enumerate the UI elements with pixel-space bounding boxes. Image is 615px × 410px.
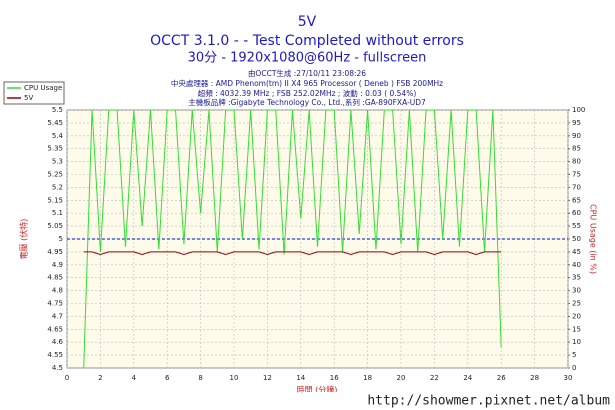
- y-tick-label: 4.8: [52, 287, 63, 295]
- y-axis-label: 電壓 (伏特): [19, 219, 29, 260]
- x-tick-label: 6: [165, 374, 170, 382]
- chart-title: 5V: [298, 14, 317, 30]
- chart-subtitle: OCCT 3.1.0 - - Test Completed without er…: [150, 33, 464, 49]
- info-line: 由OCCT生成 :27/10/11 23:08:26: [248, 68, 366, 78]
- x-tick-label: 18: [363, 374, 372, 382]
- y-tick-label: 4.75: [47, 300, 63, 308]
- info-line: 主機板品牌 :Gigabyte Technology Co., Ltd.,系列 …: [188, 97, 426, 107]
- y2-tick-label: 5: [572, 351, 576, 359]
- x-tick-label: 2: [98, 374, 102, 382]
- y2-tick-label: 85: [572, 145, 581, 153]
- y2-tick-label: 80: [572, 158, 581, 166]
- y2-axis-label: CPU Usage (in %): [589, 204, 598, 274]
- y2-tick-label: 100: [572, 106, 585, 114]
- info-line: 中央處理器 : AMD Phenom(tm) II X4 965 Process…: [171, 78, 443, 88]
- y2-tick-label: 55: [572, 222, 581, 230]
- y-tick-label: 5: [59, 235, 63, 243]
- y-tick-label: 4.85: [47, 274, 63, 282]
- y-tick-label: 4.7: [52, 312, 63, 320]
- y2-tick-label: 90: [572, 132, 581, 140]
- y-tick-label: 5.5: [52, 106, 63, 114]
- watermark-bg: [302, 392, 615, 410]
- x-tick-label: 30: [564, 374, 573, 382]
- x-tick-label: 16: [330, 374, 339, 382]
- x-axis-label: 時間 (分鐘): [297, 385, 338, 395]
- y2-tick-label: 70: [572, 183, 581, 191]
- y2-tick-label: 20: [572, 312, 581, 320]
- x-tick-label: 12: [263, 374, 272, 382]
- x-tick-label: 22: [430, 374, 439, 382]
- x-tick-label: 4: [132, 374, 137, 382]
- y2-tick-label: 10: [572, 338, 581, 346]
- y2-tick-label: 15: [572, 325, 581, 333]
- x-tick-label: 26: [497, 374, 506, 382]
- y2-tick-label: 60: [572, 209, 581, 217]
- y-tick-label: 5.15: [47, 196, 63, 204]
- x-tick-label: 14: [296, 374, 305, 382]
- y-tick-label: 5.35: [47, 145, 63, 153]
- y2-tick-label: 35: [572, 274, 581, 282]
- y2-tick-label: 0: [572, 364, 576, 372]
- y2-tick-label: 65: [572, 196, 581, 204]
- y2-tick-label: 45: [572, 248, 581, 256]
- y-tick-label: 4.55: [47, 351, 63, 359]
- y-tick-label: 4.95: [47, 248, 63, 256]
- y2-tick-label: 75: [572, 171, 581, 179]
- y2-tick-label: 95: [572, 119, 581, 127]
- x-tick-label: 20: [397, 374, 406, 382]
- y-tick-label: 4.9: [52, 261, 63, 269]
- y-tick-label: 5.3: [52, 158, 63, 166]
- y2-tick-label: 40: [572, 261, 581, 269]
- x-tick-label: 0: [65, 374, 69, 382]
- legend-label: CPU Usage: [24, 84, 62, 92]
- y2-tick-label: 30: [572, 287, 581, 295]
- x-tick-label: 28: [530, 374, 539, 382]
- x-tick-label: 24: [463, 374, 472, 382]
- y-tick-label: 5.25: [47, 171, 63, 179]
- y2-tick-label: 25: [572, 300, 581, 308]
- y-tick-label: 5.4: [52, 132, 64, 140]
- x-tick-label: 10: [230, 374, 239, 382]
- series-line: [83, 109, 502, 369]
- y-tick-label: 5.05: [47, 222, 63, 230]
- y-tick-label: 5.1: [52, 209, 63, 217]
- x-tick-label: 8: [198, 374, 202, 382]
- info-line: 超頻 : 4032.39 MHz ; FSB 252.02MHz ; 波動 : …: [198, 88, 417, 98]
- series-line: [83, 251, 502, 256]
- watermark: http://showmer.pixnet.net/album: [367, 394, 610, 409]
- y2-tick-label: 50: [572, 235, 581, 243]
- chart-subtitle: 30分 - 1920x1080@60Hz - fullscreen: [188, 51, 427, 66]
- y-tick-label: 5.45: [47, 119, 63, 127]
- y-tick-label: 5.2: [52, 183, 63, 191]
- legend-label: 5V: [24, 94, 33, 102]
- y-tick-label: 4.65: [47, 325, 63, 333]
- y-tick-label: 4.5: [52, 364, 63, 372]
- y-tick-label: 4.6: [52, 338, 64, 346]
